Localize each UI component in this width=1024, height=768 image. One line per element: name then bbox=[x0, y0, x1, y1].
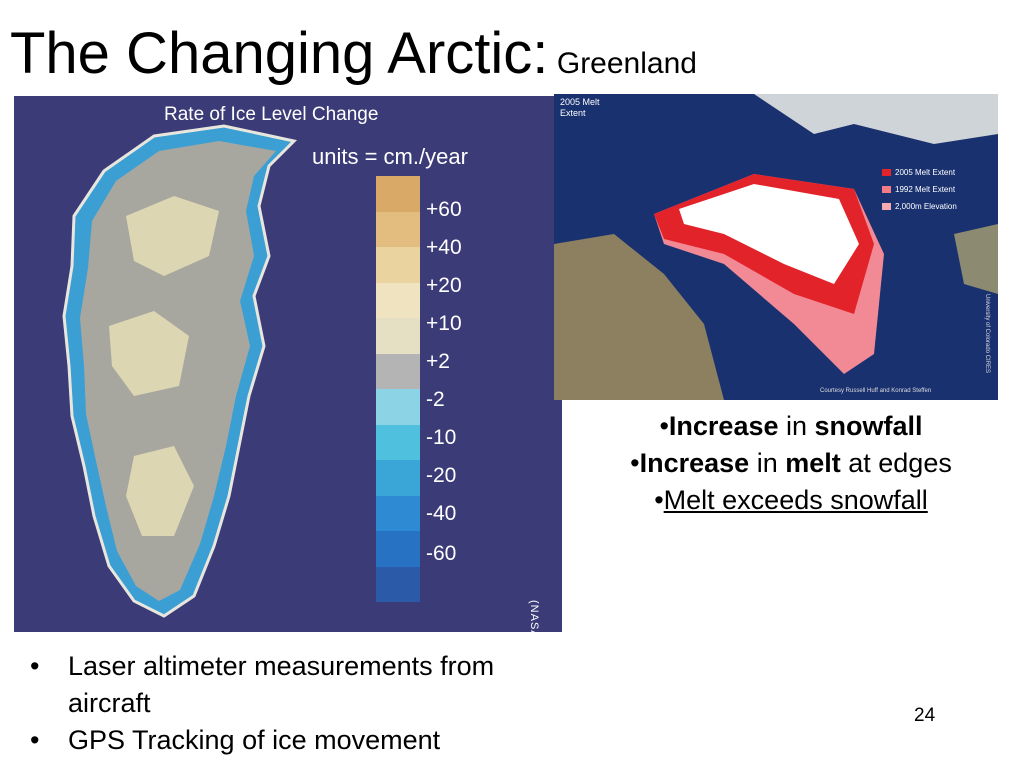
bullet-text: • bbox=[654, 485, 664, 515]
scale-band bbox=[376, 495, 420, 531]
scale-tick-label: -20 bbox=[426, 464, 457, 487]
bullet-text: melt bbox=[785, 448, 841, 478]
bottom-bullet-item: • GPS Tracking of ice movement bbox=[30, 722, 508, 759]
ice-change-map: Rate of Ice Level Change units = cm./yea… bbox=[14, 96, 562, 632]
bullet-text: Laser altimeter measurements from aircra… bbox=[68, 651, 495, 718]
scale-tick-label: -60 bbox=[426, 542, 457, 565]
greenland-coast-rim bbox=[62, 124, 298, 618]
bottom-bullet-list: • Laser altimeter measurements from aircr… bbox=[30, 648, 508, 759]
nasa-credit: (NASA) bbox=[528, 600, 540, 632]
units-label: units = cm./year bbox=[312, 144, 468, 169]
bullet-dot: • bbox=[30, 651, 40, 681]
melt-extent-image: 2005 Melt Extent 2005 Melt Extent 1992 Me… bbox=[554, 94, 998, 400]
legend-entry: 1992 Melt Extent bbox=[882, 185, 955, 194]
land-east bbox=[954, 224, 998, 294]
ice-sheet-interior bbox=[679, 184, 859, 284]
melt-extent-graphic bbox=[554, 94, 998, 400]
title-main: The Changing Arctic: bbox=[10, 21, 549, 86]
right-bullet-item: •Increase in snowfall bbox=[556, 408, 1024, 445]
land-north bbox=[554, 94, 998, 144]
bullet-text: in bbox=[749, 448, 786, 478]
right-bullet-item: •Melt exceeds snowfall bbox=[556, 482, 1024, 519]
page-number: 24 bbox=[914, 705, 936, 726]
bullet-dot: • bbox=[30, 725, 40, 755]
scale-band bbox=[376, 282, 420, 318]
scale-band bbox=[376, 460, 420, 496]
bullet-text: • bbox=[630, 448, 640, 478]
land-west bbox=[554, 234, 724, 400]
satellite-credit: Courtesy Russell Huff and Konrad Steffen bbox=[820, 388, 932, 394]
bullet-text: Melt exceeds snowfall bbox=[663, 485, 928, 515]
scale-tick-label: -40 bbox=[426, 502, 457, 525]
bullet-text: • bbox=[659, 411, 669, 441]
scale-band bbox=[376, 247, 420, 283]
right-bullet-list: •Increase in snowfall •Increase in melt a… bbox=[556, 408, 1024, 519]
legend-label: 1992 Melt Extent bbox=[895, 185, 956, 194]
legend-entry: 2,000m Elevation bbox=[882, 202, 957, 211]
legend-swatch bbox=[882, 186, 891, 194]
legend-swatch bbox=[882, 203, 891, 211]
scale-band bbox=[376, 211, 420, 247]
scale-tick-label: +20 bbox=[426, 274, 462, 297]
bullet-text: Increase bbox=[639, 448, 750, 478]
greenland-growth-areas bbox=[109, 196, 219, 536]
scale-band bbox=[376, 318, 420, 354]
scale-tick-label: +2 bbox=[426, 350, 450, 373]
scale-band bbox=[376, 176, 420, 212]
greenland-ice-map-graphic bbox=[62, 124, 298, 618]
title-subtitle: Greenland bbox=[556, 47, 697, 80]
scale-band bbox=[376, 424, 420, 460]
satellite-label: 2005 Melt Extent bbox=[560, 97, 600, 118]
right-bullet-item: •Increase in melt at edges bbox=[556, 445, 1024, 482]
scale-tick-label: +60 bbox=[426, 198, 462, 221]
bullet-text: Increase bbox=[668, 411, 779, 441]
bullet-text: snowfall bbox=[814, 411, 923, 441]
map-heading: Rate of Ice Level Change bbox=[164, 104, 379, 125]
satellite-side-credit: University of Colorado CIRES bbox=[984, 294, 990, 374]
scale-tick-label: -10 bbox=[426, 426, 457, 449]
legend-label: 2,000m Elevation bbox=[895, 202, 957, 211]
legend-swatch bbox=[882, 169, 891, 177]
scale-tick-label: -2 bbox=[426, 388, 445, 411]
scale-band bbox=[376, 566, 420, 602]
slide-title: The Changing Arctic: Greenland bbox=[10, 20, 697, 87]
scale-tick-label: +10 bbox=[426, 312, 462, 335]
bottom-bullet-item: • Laser altimeter measurements from aircr… bbox=[30, 648, 508, 722]
scale-band bbox=[376, 389, 420, 425]
bullet-text: GPS Tracking of ice movement bbox=[68, 725, 441, 755]
legend-entry: 2005 Melt Extent bbox=[882, 168, 955, 177]
scale-band bbox=[376, 353, 420, 389]
color-scale bbox=[376, 176, 420, 602]
legend-label: 2005 Melt Extent bbox=[895, 168, 956, 177]
bullet-text: at edges bbox=[840, 448, 952, 478]
scale-band bbox=[376, 531, 420, 567]
scale-tick-label: +40 bbox=[426, 236, 462, 259]
bullet-text: in bbox=[778, 411, 815, 441]
